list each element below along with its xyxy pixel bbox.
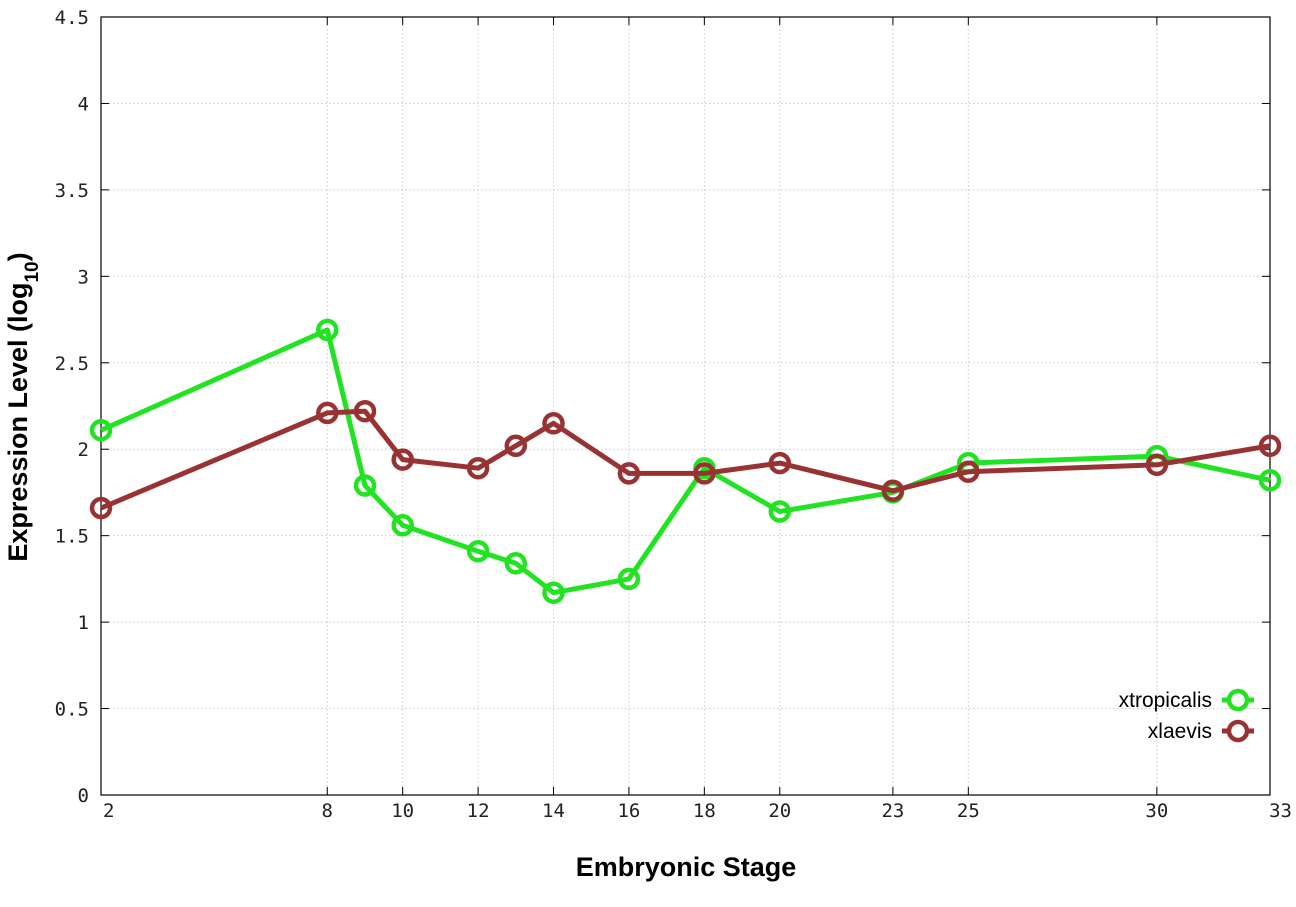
data-point [391, 514, 414, 537]
axis-ticks: 2 8 10 12 14 16 18 20 23 25 30 33 0 0.5 1 1.5 2 2.5 3 3.5 4 4… [55, 7, 1292, 822]
grid [101, 17, 1270, 795]
x-tick-label: 10 [391, 800, 414, 822]
series-group [89, 318, 1282, 604]
data-point [542, 412, 565, 435]
x-tick-label: 2 [103, 800, 114, 822]
data-point [504, 552, 528, 575]
y-tick-label: 1.5 [55, 526, 89, 548]
data-point [542, 581, 565, 604]
legend: xtropicalis xlaevis [1119, 688, 1254, 743]
data-point [391, 448, 414, 471]
data-point [504, 434, 528, 458]
y-tick-label: 4 [78, 93, 89, 115]
series-line [99, 327, 1271, 596]
data-point [768, 451, 792, 475]
data-point [466, 456, 490, 480]
y-tick-label: 0.5 [55, 699, 89, 721]
y-tick-label: 1 [78, 612, 89, 634]
y-tick-label: 2.5 [55, 353, 89, 375]
legend-swatch-marker [1226, 688, 1250, 712]
data-point [466, 539, 490, 563]
series-xlaevis [89, 399, 1282, 520]
data-point [316, 401, 339, 425]
legend-swatch-marker [1226, 719, 1250, 743]
data-point [1258, 469, 1282, 492]
x-tick-label: 8 [322, 800, 333, 822]
data-point [89, 496, 113, 520]
data-point [316, 318, 339, 342]
legend-label: xtropicalis [1119, 689, 1212, 712]
y-axis-title-subscript: 10 [22, 261, 43, 282]
x-axis-title: Embryonic Stage [576, 852, 797, 882]
x-tick-label: 20 [768, 800, 791, 822]
y-axis-title-main: Expression Level (log [3, 283, 33, 562]
y-axis-title: Expression Level (log10) [3, 252, 43, 561]
data-point [617, 462, 641, 485]
y-axis-title-close: ) [3, 252, 33, 261]
data-point [693, 462, 716, 485]
legend-item: xlaevis [1148, 719, 1254, 743]
legend-label: xlaevis [1148, 720, 1212, 743]
x-tick-label: 23 [881, 800, 904, 822]
y-tick-label: 0 [78, 785, 89, 807]
x-tick-label: 25 [957, 800, 980, 822]
data-point [617, 567, 641, 591]
data-point [768, 500, 792, 523]
y-tick-label: 2 [78, 439, 89, 461]
x-tick-label: 14 [542, 800, 565, 822]
x-tick-label: 12 [467, 800, 490, 822]
data-point [881, 479, 905, 502]
legend-item: xtropicalis [1119, 688, 1254, 712]
data-point [89, 418, 113, 442]
y-tick-label: 4.5 [55, 7, 89, 29]
data-point [957, 460, 980, 483]
y-tick-label: 3 [78, 266, 89, 288]
y-tick-label: 3.5 [55, 180, 89, 202]
plot-frame [100, 16, 1271, 796]
data-point [353, 399, 377, 423]
data-point [353, 474, 377, 497]
x-tick-label: 16 [617, 800, 640, 822]
x-tick-label: 18 [693, 800, 716, 822]
data-point [1145, 453, 1169, 477]
data-point [1258, 434, 1282, 458]
x-tick-label: 30 [1145, 800, 1168, 822]
x-tick-label: 33 [1269, 800, 1292, 822]
